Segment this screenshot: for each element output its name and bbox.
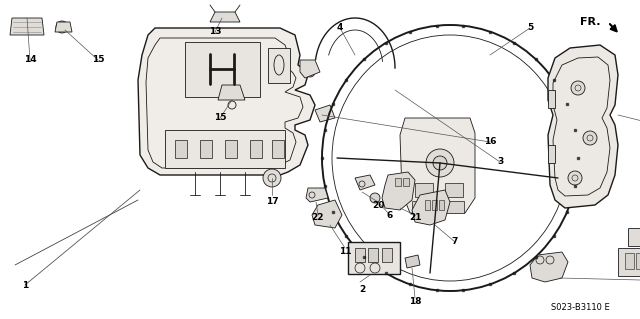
Bar bbox=[445, 183, 463, 197]
Polygon shape bbox=[395, 178, 401, 186]
Text: 22: 22 bbox=[312, 213, 324, 222]
Bar bbox=[268, 48, 290, 83]
Circle shape bbox=[56, 21, 68, 33]
Polygon shape bbox=[425, 200, 430, 210]
Text: 15: 15 bbox=[214, 114, 227, 122]
Text: 7: 7 bbox=[452, 238, 458, 247]
Text: 15: 15 bbox=[92, 56, 104, 64]
Text: 20: 20 bbox=[372, 201, 384, 210]
Text: 6: 6 bbox=[387, 211, 393, 219]
Text: FR.: FR. bbox=[580, 17, 600, 27]
Text: 2: 2 bbox=[359, 286, 365, 294]
Bar bbox=[415, 183, 433, 197]
Bar bbox=[185, 42, 260, 97]
Circle shape bbox=[583, 131, 597, 145]
Polygon shape bbox=[138, 28, 315, 175]
Polygon shape bbox=[405, 255, 420, 268]
Bar bbox=[200, 140, 212, 158]
Polygon shape bbox=[382, 172, 415, 210]
Text: 5: 5 bbox=[527, 24, 533, 33]
Bar bbox=[368, 248, 378, 262]
Text: 18: 18 bbox=[409, 298, 421, 307]
Bar bbox=[348, 242, 400, 274]
Bar bbox=[625, 253, 634, 269]
Bar bbox=[175, 140, 187, 158]
Polygon shape bbox=[300, 60, 320, 78]
Text: 1: 1 bbox=[22, 280, 28, 290]
Text: 21: 21 bbox=[409, 213, 421, 222]
Circle shape bbox=[263, 169, 281, 187]
Polygon shape bbox=[10, 18, 44, 35]
Polygon shape bbox=[355, 175, 375, 190]
Polygon shape bbox=[315, 105, 335, 122]
Polygon shape bbox=[400, 118, 475, 213]
Polygon shape bbox=[412, 190, 450, 225]
Polygon shape bbox=[403, 178, 409, 186]
Text: 13: 13 bbox=[209, 27, 221, 36]
Polygon shape bbox=[165, 130, 285, 168]
Circle shape bbox=[571, 81, 585, 95]
Bar bbox=[412, 201, 464, 213]
Bar bbox=[382, 248, 392, 262]
Polygon shape bbox=[548, 45, 618, 208]
Bar bbox=[250, 140, 262, 158]
Polygon shape bbox=[432, 200, 437, 210]
Bar bbox=[618, 248, 640, 276]
Circle shape bbox=[426, 149, 454, 177]
Text: S023-B3110 E: S023-B3110 E bbox=[550, 303, 609, 313]
Circle shape bbox=[433, 156, 447, 170]
Text: 14: 14 bbox=[24, 56, 36, 64]
Polygon shape bbox=[439, 200, 444, 210]
Polygon shape bbox=[210, 12, 240, 22]
Polygon shape bbox=[312, 200, 342, 228]
Circle shape bbox=[305, 67, 315, 77]
Bar bbox=[636, 253, 640, 269]
Polygon shape bbox=[218, 85, 245, 100]
Text: 11: 11 bbox=[339, 248, 351, 256]
Bar bbox=[225, 140, 237, 158]
Polygon shape bbox=[306, 188, 328, 202]
Circle shape bbox=[568, 171, 582, 185]
Text: 4: 4 bbox=[337, 24, 343, 33]
Text: 17: 17 bbox=[266, 197, 278, 206]
Bar bbox=[355, 248, 365, 262]
Bar bbox=[272, 140, 284, 158]
Polygon shape bbox=[548, 145, 555, 163]
Polygon shape bbox=[530, 252, 568, 282]
Text: 3: 3 bbox=[497, 158, 503, 167]
Polygon shape bbox=[55, 22, 72, 32]
Bar bbox=[628, 228, 640, 246]
Polygon shape bbox=[548, 90, 555, 108]
Circle shape bbox=[370, 193, 380, 203]
Text: 16: 16 bbox=[484, 137, 496, 146]
